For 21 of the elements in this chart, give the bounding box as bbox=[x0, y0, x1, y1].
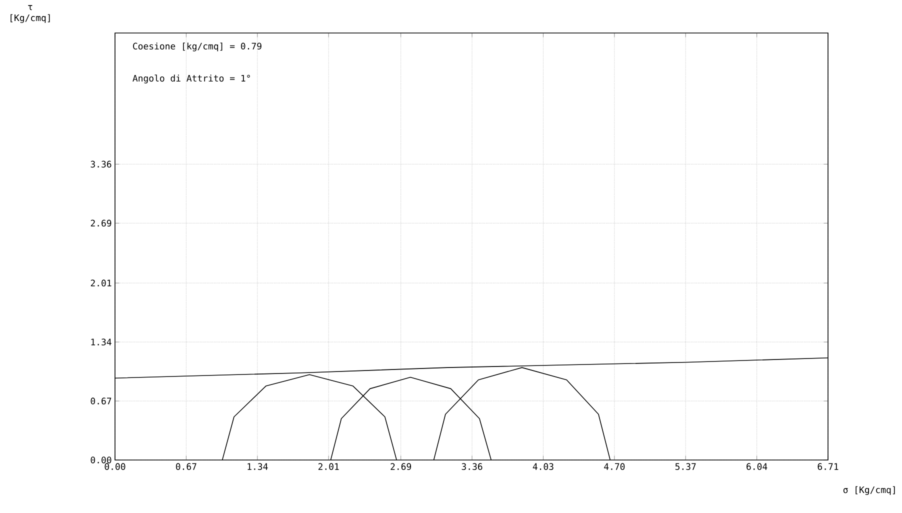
x-tick-label: 2.69 bbox=[390, 463, 412, 470]
x-tick-label: 0.00 bbox=[104, 463, 126, 470]
annotation: Angolo di Attrito = 1° bbox=[132, 74, 250, 84]
x-tick-label: 6.04 bbox=[746, 463, 768, 470]
y-tick-label: 3.36 bbox=[90, 160, 112, 168]
y-tick-label: 1.34 bbox=[91, 338, 112, 346]
x-tick-label: 1.34 bbox=[248, 463, 268, 470]
x-tick-label: 0.67 bbox=[176, 463, 196, 470]
x-tick-label: 6.71 bbox=[818, 463, 838, 470]
x-tick-label: 4.70 bbox=[604, 463, 625, 470]
y-axis-title: τ [Kg/cmq] bbox=[10, 5, 50, 23]
x-tick-label: 3.36 bbox=[462, 463, 482, 470]
x-tick-label: 2.01 bbox=[318, 463, 339, 470]
y-tick-label: 0.00 bbox=[90, 456, 112, 464]
y-tick-label: 2.69 bbox=[90, 220, 112, 227]
x-tick-label: 4.03 bbox=[532, 463, 554, 470]
y-tick-label: 2.01 bbox=[90, 280, 112, 286]
x-axis-title: σ [Kg/cmq] bbox=[843, 486, 895, 495]
annotation: Coesione [kg/cmq] = 0.79 bbox=[133, 42, 262, 52]
y-tick-label: 0.67 bbox=[90, 398, 112, 404]
x-tick-label: 5.37 bbox=[675, 463, 696, 470]
